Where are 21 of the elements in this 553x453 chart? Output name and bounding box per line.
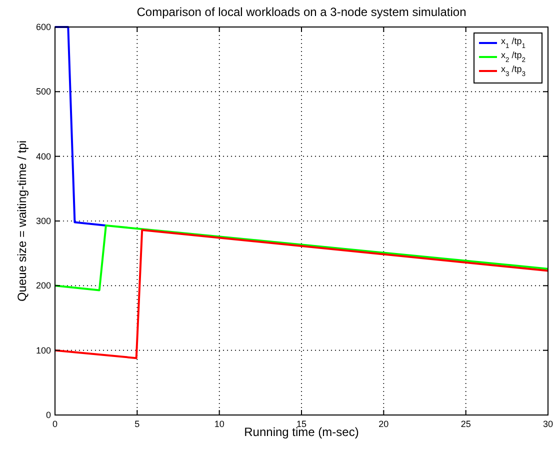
line-series — [54, 229, 549, 360]
y-tick-label: 0 — [46, 410, 51, 420]
x-tick-label: 10 — [214, 419, 224, 429]
line-series — [54, 224, 549, 292]
legend-label: x$_{1}$ /tp$_{1}$ — [501, 36, 526, 50]
x-tick-label: 30 — [542, 419, 553, 429]
x-tick-label: 25 — [460, 419, 471, 429]
y-tick-label: 400 — [36, 151, 51, 162]
x-tick-label: 20 — [378, 419, 389, 429]
x-tick-label: 5 — [134, 419, 140, 429]
y-tick-label: 500 — [36, 86, 51, 97]
x-tick-label: 15 — [296, 419, 307, 429]
y-tick-label: 200 — [36, 280, 51, 291]
y-tick-label: 300 — [36, 216, 51, 226]
chart-title: Comparison of local workloads on a 3-node system simulation — [136, 5, 466, 19]
y-axis-title: Queue size = waiting-time / tpi — [15, 140, 29, 302]
y-tick-label: 600 — [36, 22, 51, 32]
x-tick-label: 0 — [52, 419, 58, 429]
legend-label: x$_{2}$ /tp$_{2}$ — [501, 50, 526, 64]
y-tick-label: 100 — [36, 345, 51, 356]
legend-label: x$_{3}$ /tp$_{3}$ — [501, 64, 526, 78]
